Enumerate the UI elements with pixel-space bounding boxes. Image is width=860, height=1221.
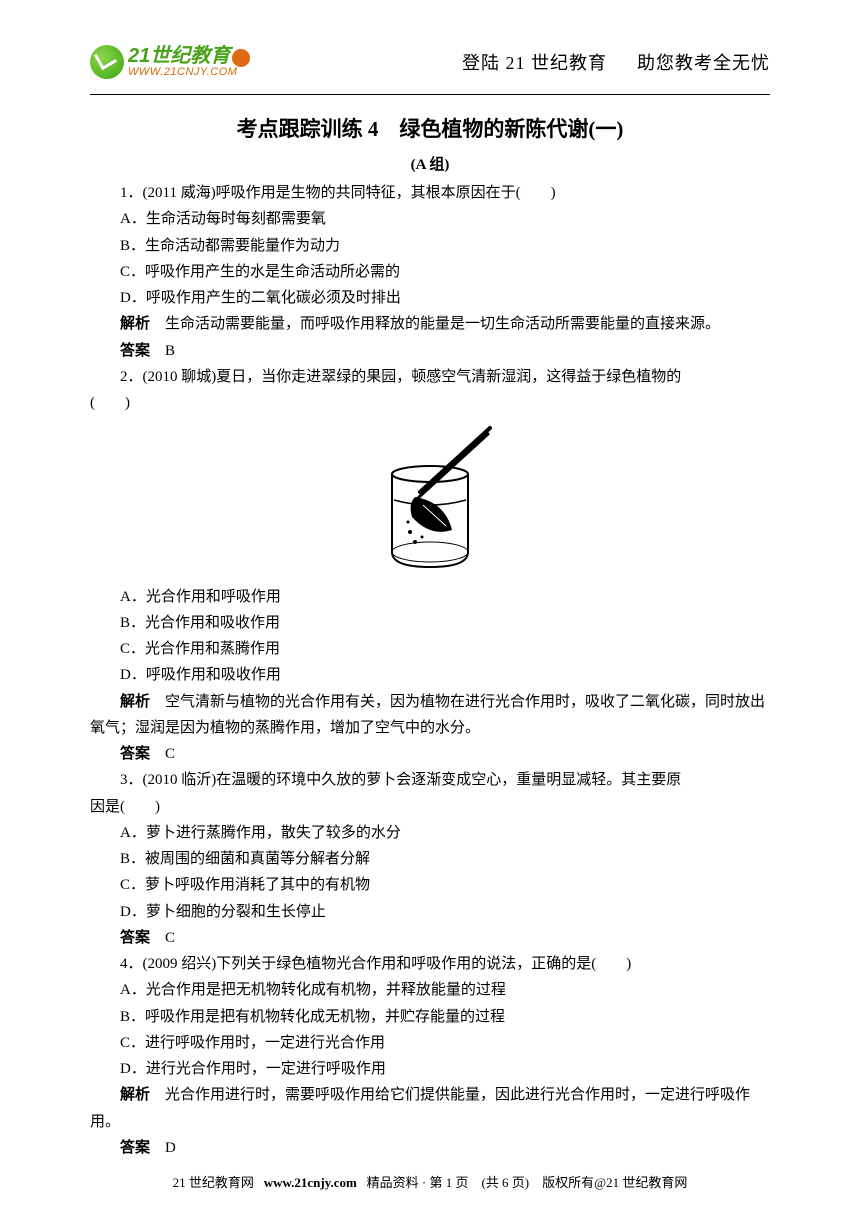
header-row: 21世纪教育 WWW.21CNJY.COM 登陆 21 世纪教育 助您教考全无忧 (90, 40, 770, 84)
q3-option-b: B．被周围的细菌和真菌等分解者分解 (90, 846, 770, 872)
q1-explain: 解析 生命活动需要能量，而呼吸作用释放的能量是一切生命活动所需要能量的直接来源。 (90, 311, 770, 337)
q1-explain-label: 解析 (120, 316, 150, 332)
document-title: 考点跟踪训练 4 绿色植物的新陈代谢(一) (90, 113, 770, 143)
q4-option-d: D．进行光合作用时，一定进行呼吸作用 (90, 1056, 770, 1082)
q4-option-a: A．光合作用是把无机物转化成有机物，并释放能量的过程 (90, 977, 770, 1003)
header-slogan: 登陆 21 世纪教育 助您教考全无忧 (462, 49, 770, 75)
q2-stem-line1: 2．(2010 聊城)夏日，当你走进翠绿的果园，顿感空气清新湿润，这得益于绿色植… (90, 364, 770, 390)
q1-answer-label: 答案 (120, 343, 150, 359)
q4-explain-text: 光合作用进行时，需要呼吸作用给它们提供能量，因此进行光合作用时，一定进行呼吸作用… (90, 1087, 750, 1129)
q1-option-d: D．呼吸作用产生的二氧化碳必须及时排出 (90, 285, 770, 311)
q2-option-c: C．光合作用和蒸腾作用 (90, 636, 770, 662)
logo-runner-icon (90, 45, 124, 79)
slogan-right: 助您教考全无忧 (637, 53, 770, 73)
logo-chinese-text: 21世纪教育 (128, 46, 250, 67)
footer-site: www.21cnjy.com (264, 1175, 357, 1190)
q4-stem: 4．(2009 绍兴)下列关于绿色植物光合作用和呼吸作用的说法，正确的是( ) (90, 951, 770, 977)
body: 1．(2011 威海)呼吸作用是生物的共同特征，其根本原因在于( ) A．生命活… (90, 180, 770, 1161)
q3-option-d: D．萝卜细胞的分裂和生长停止 (90, 899, 770, 925)
q3-answer-value: C (165, 930, 175, 946)
q3-stem-line1: 3．(2010 临沂)在温暖的环境中久放的萝卜会逐渐变成空心，重量明显减轻。其主… (90, 767, 770, 793)
logo-text: 21世纪教育 WWW.21CNJY.COM (128, 46, 250, 79)
q3-answer-label: 答案 (120, 930, 150, 946)
q2-option-a: A．光合作用和呼吸作用 (90, 584, 770, 610)
q2-explain-text: 空气清新与植物的光合作用有关，因为植物在进行光合作用时，吸收了二氧化碳，同时放出… (90, 694, 765, 736)
q1-option-c: C．呼吸作用产生的水是生命活动所必需的 (90, 259, 770, 285)
q1-answer-value: B (165, 343, 175, 359)
q2-stem-line2: ( ) (90, 390, 770, 416)
q1-option-b: B．生命活动都需要能量作为动力 (90, 233, 770, 259)
q1-answer: 答案 B (90, 338, 770, 364)
q3-option-a: A．萝卜进行蒸腾作用，散失了较多的水分 (90, 820, 770, 846)
q4-answer-label: 答案 (120, 1140, 150, 1156)
logo: 21世纪教育 WWW.21CNJY.COM (90, 40, 270, 84)
q2-figure (90, 422, 770, 581)
q1-stem: 1．(2011 威海)呼吸作用是生物的共同特征，其根本原因在于( ) (90, 180, 770, 206)
q2-option-b: B．光合作用和吸收作用 (90, 610, 770, 636)
q4-answer-value: D (165, 1140, 176, 1156)
page: 21世纪教育 WWW.21CNJY.COM 登陆 21 世纪教育 助您教考全无忧… (0, 0, 860, 1221)
q3-answer: 答案 C (90, 925, 770, 951)
q2-explain-label: 解析 (120, 694, 150, 710)
q4-option-b: B．呼吸作用是把有机物转化成无机物，并贮存能量的过程 (90, 1004, 770, 1030)
header-divider (90, 94, 770, 95)
logo-chinese-label: 21世纪教育 (128, 45, 230, 67)
slogan-left: 登陆 21 世纪教育 (462, 53, 607, 73)
footer: 21 世纪教育网 www.21cnjy.com 精品资料 · 第 1 页 (共 … (0, 1172, 860, 1191)
q4-option-c: C．进行呼吸作用时，一定进行光合作用 (90, 1030, 770, 1056)
q4-answer: 答案 D (90, 1135, 770, 1161)
q3-stem-line2: 因是( ) (90, 794, 770, 820)
footer-mid: 精品资料 · 第 1 页 (共 6 页) 版权所有@21 世纪教育网 (367, 1175, 688, 1190)
q2-option-d: D．呼吸作用和吸收作用 (90, 662, 770, 688)
q4-explain: 解析 光合作用进行时，需要呼吸作用给它们提供能量，因此进行光合作用时，一定进行呼… (90, 1082, 770, 1135)
footer-prefix: 21 世纪教育网 (173, 1175, 254, 1190)
q2-answer: 答案 C (90, 741, 770, 767)
q2-explain: 解析 空气清新与植物的光合作用有关，因为植物在进行光合作用时，吸收了二氧化碳，同… (90, 689, 770, 742)
q2-answer-label: 答案 (120, 746, 150, 762)
group-label: (A 组) (90, 153, 770, 174)
beaker-leaf-icon (360, 422, 500, 572)
logo-url-text: WWW.21CNJY.COM (128, 67, 250, 79)
q1-option-a: A．生命活动每时每刻都需要氧 (90, 206, 770, 232)
orange-circle-icon (232, 49, 250, 67)
q1-explain-text: 生命活动需要能量，而呼吸作用释放的能量是一切生命活动所需要能量的直接来源。 (165, 316, 720, 332)
q3-option-c: C．萝卜呼吸作用消耗了其中的有机物 (90, 872, 770, 898)
q2-answer-value: C (165, 746, 175, 762)
q4-explain-label: 解析 (120, 1087, 150, 1103)
